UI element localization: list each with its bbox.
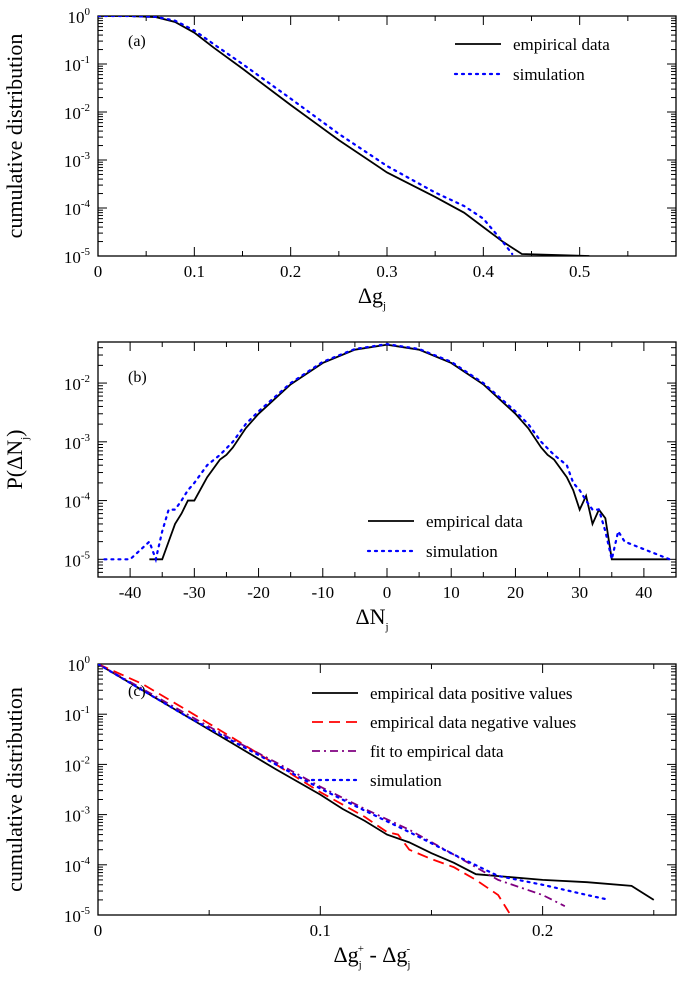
x-tick-label: 0.2: [532, 921, 553, 940]
y-tick-label: 10-2: [64, 102, 90, 123]
series-line-simulation: [103, 343, 671, 564]
legend-label: empirical data positive values: [370, 684, 573, 703]
y-tick-label: 10-4: [64, 491, 91, 512]
series-line-simulation: [98, 664, 611, 901]
series-line-fit-to-empirical-data: [98, 664, 566, 907]
legend-label: empirical data: [513, 35, 610, 54]
panel-a: 0 0.1 0.2 0.3 0.4 0.5 10-5 10-4 10-3 10-2 10-1 100 Δ…: [2, 6, 677, 312]
x-axis-label: Δgj: [358, 283, 386, 312]
x-tick-label: -20: [247, 583, 270, 602]
legend: empirical data simulation: [366, 512, 523, 561]
y-tick-label: 10-5: [64, 246, 91, 267]
y-tick-label: 100: [68, 6, 91, 27]
x-tick-label: 0.2: [280, 262, 301, 281]
x-tick-label: 20: [507, 583, 524, 602]
series-line-empirical-data: [98, 16, 590, 256]
plot-frame: [97, 341, 677, 578]
series-group: [98, 664, 655, 914]
y-tick-label: 10-5: [64, 905, 91, 926]
legend-label: empirical data negative values: [370, 713, 576, 732]
x-tick-label: 0: [94, 262, 103, 281]
x-tick-label: 0: [383, 583, 392, 602]
legend: empirical data simulation: [453, 35, 610, 84]
y-tick-label: 100: [68, 654, 91, 675]
legend-label: fit to empirical data: [370, 742, 504, 761]
y-axis-label: cumulative distribution: [2, 687, 27, 892]
x-tick-label: 30: [571, 583, 588, 602]
legend-label: simulation: [370, 771, 442, 790]
x-axis-label: Δgj+ - Δgj-: [334, 942, 411, 971]
x-tick-label: 10: [443, 583, 460, 602]
x-tick-label: -10: [311, 583, 334, 602]
y-tick-label: 10-2: [64, 754, 90, 775]
x-tick-label: 0.3: [376, 262, 397, 281]
x-tick-label: 0.5: [569, 262, 590, 281]
y-axis-label: P(ΔNj): [2, 430, 31, 490]
legend-label: simulation: [513, 65, 585, 84]
x-axis-label: ΔNj: [355, 604, 388, 633]
y-tick-label: 10-2: [64, 373, 90, 394]
legend-label: simulation: [426, 542, 498, 561]
x-tick-label: -30: [183, 583, 206, 602]
y-tick-label: 10-4: [64, 855, 91, 876]
x-tick-label: 0: [94, 921, 103, 940]
x-tick-label: -40: [119, 583, 142, 602]
series-line-simulation: [98, 16, 514, 256]
y-axis-label: cumulative distribution: [2, 34, 27, 239]
series-group: [103, 343, 671, 564]
x-tick-label: 0.4: [473, 262, 495, 281]
series-line-empirical-data-positive-values: [98, 664, 655, 901]
x-tick-label: 0.1: [310, 921, 331, 940]
panel-label: (b): [128, 369, 147, 386]
y-tick-label: 10-5: [64, 549, 91, 570]
legend-label: empirical data: [426, 512, 523, 531]
y-tick-label: 10-3: [64, 432, 91, 453]
series-line-empirical-data: [149, 343, 670, 561]
y-tick-label: 10-1: [64, 704, 90, 725]
x-tick-label: 0.1: [184, 262, 205, 281]
panel-b: -40 -30 -20 -10 0 10 20 30 40 10-5 10-4 10-3 10-2 ΔNj…: [2, 341, 677, 633]
y-tick-label: 10-4: [64, 198, 91, 219]
y-tick-label: 10-3: [64, 805, 91, 826]
series-group: [98, 16, 590, 256]
plot-frame: [97, 663, 677, 916]
x-tick-label: 40: [635, 583, 652, 602]
panel-c: 0 0.1 0.2 10-5 10-4 10-3 10-2 10-1 100 Δgj+ - Δgj…: [2, 654, 677, 971]
legend: empirical data positive values empirical …: [310, 684, 576, 790]
y-tick-label: 10-1: [64, 54, 90, 75]
panel-label: (a): [128, 33, 146, 50]
series-line-empirical-data-negative-values: [98, 664, 511, 914]
y-tick-label: 10-3: [64, 150, 91, 171]
